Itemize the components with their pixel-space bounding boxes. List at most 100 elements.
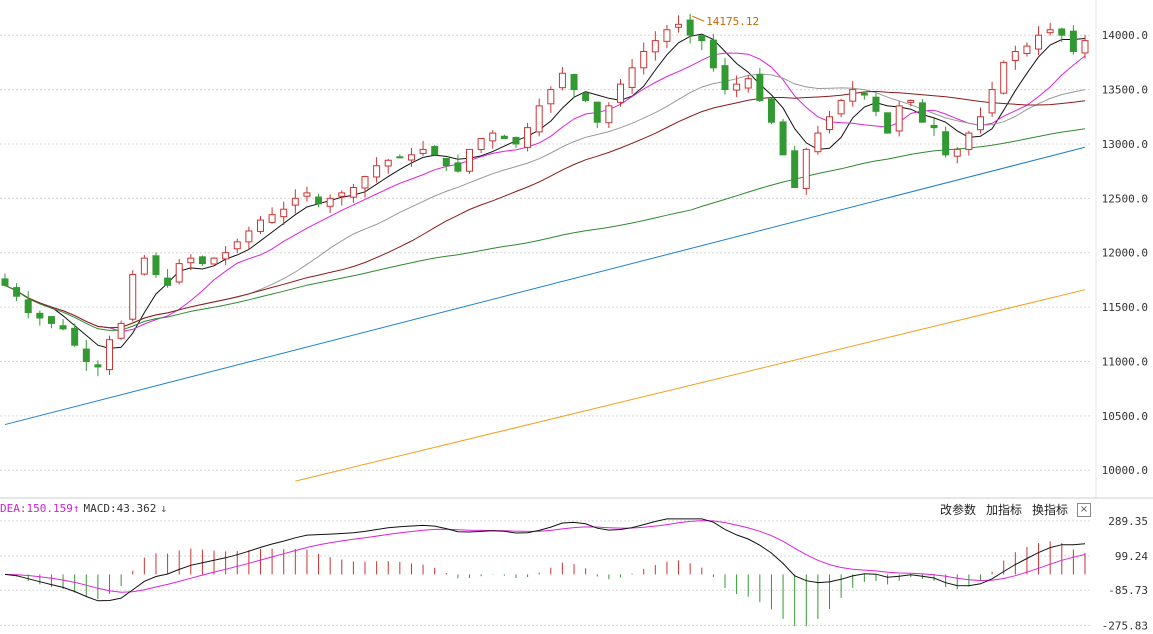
candle-body <box>791 150 799 188</box>
candle-body <box>361 176 369 189</box>
ma-line <box>4 52 1086 333</box>
candle-body <box>884 112 892 134</box>
candle-body <box>349 186 357 198</box>
candle-body <box>59 325 67 330</box>
candle-body <box>454 162 462 172</box>
candle-body <box>547 89 555 105</box>
candle-body <box>1035 34 1043 50</box>
candle-body <box>384 159 392 167</box>
candle-body <box>1069 30 1077 53</box>
candle-body <box>686 19 694 36</box>
candle-body <box>268 214 276 223</box>
candle-body <box>280 208 288 218</box>
candle-body <box>477 138 485 150</box>
candle-body <box>1 278 9 286</box>
price-tick-label: 11000.0 <box>1102 355 1148 368</box>
candle-body <box>1058 28 1066 36</box>
candle-body <box>744 78 752 89</box>
candle-body <box>47 316 55 324</box>
candle-body <box>802 148 810 189</box>
dea-line <box>4 520 1086 593</box>
candle-body <box>640 51 648 69</box>
candle-body <box>256 219 264 232</box>
macd-value: MACD:43.362 <box>83 502 157 515</box>
candle-body <box>187 257 195 264</box>
candle-body <box>512 136 520 145</box>
candle-body <box>953 148 961 157</box>
candle-body <box>373 165 381 178</box>
candle-body <box>535 105 543 133</box>
candle-body <box>767 98 775 123</box>
candle-body <box>1046 29 1054 34</box>
arrow-up-icon: ↑ <box>72 502 80 515</box>
candle-body <box>71 327 79 346</box>
candle-body <box>407 154 415 161</box>
candle-body <box>756 73 764 101</box>
candle-body <box>140 257 148 275</box>
candle-body <box>849 89 857 102</box>
candle-body <box>94 364 102 368</box>
candle-body <box>129 273 137 320</box>
indicator-toolbar: 改参数 加指标 换指标 <box>940 500 1068 520</box>
change-params-button[interactable]: 改参数 <box>940 503 977 517</box>
candle-body <box>315 196 323 205</box>
add-indicator-button[interactable]: 加指标 <box>986 503 1023 517</box>
candle-body <box>570 73 578 91</box>
candle-body <box>326 197 334 207</box>
candle-body <box>895 105 903 132</box>
candle-body <box>942 131 950 156</box>
candle-body <box>303 192 311 197</box>
candle-body <box>965 132 973 150</box>
macd-grid <box>0 520 1090 626</box>
close-indicator-button[interactable]: × <box>1077 503 1091 517</box>
candle-body <box>698 35 706 42</box>
max-price-annotation: 14175.12 <box>691 15 759 28</box>
candle-body <box>779 121 787 156</box>
moving-average-lines <box>4 33 1086 482</box>
candle-body <box>930 124 938 129</box>
macd-histogram <box>16 541 1086 627</box>
candle-body <box>709 39 717 69</box>
candle-body <box>837 99 845 115</box>
switch-indicator-button[interactable]: 换指标 <box>1032 503 1069 517</box>
macd-legend: DEA:150.159↑ MACD:43.362 ↓ <box>0 502 167 515</box>
price-axis: 14000.0 13500.0 13000.0 12500.0 12000.0 11500… <box>1095 0 1148 498</box>
price-tick-label: 10000.0 <box>1102 464 1148 477</box>
candle-body <box>245 230 253 243</box>
macd-lines <box>4 518 1086 602</box>
candle-body <box>814 132 822 153</box>
candle-body <box>419 148 427 154</box>
candle-body <box>1000 61 1008 94</box>
price-tick-label: 11500.0 <box>1102 301 1148 314</box>
candle-body <box>918 102 926 123</box>
candle-body <box>164 277 172 286</box>
ma-line <box>4 90 1086 329</box>
candle-body <box>233 241 241 250</box>
price-tick-label: 14000.0 <box>1102 29 1148 42</box>
ma-line <box>4 33 1086 349</box>
price-tick-label: 13500.0 <box>1102 84 1148 97</box>
candle-body <box>988 89 996 114</box>
candle-body <box>396 156 404 159</box>
candle-body <box>431 146 439 156</box>
candle-body <box>198 256 206 265</box>
candle-body <box>907 99 915 103</box>
macd-tick-label: -275.83 <box>1102 619 1148 632</box>
ma-line <box>295 289 1086 482</box>
arrow-down-icon: ↓ <box>160 502 167 515</box>
main-chart-grid <box>0 34 1090 471</box>
candle-body <box>663 29 671 42</box>
candle-body <box>826 116 834 131</box>
candle-body <box>616 83 624 103</box>
price-tick-label: 13000.0 <box>1102 138 1148 151</box>
price-tick-label: 12000.0 <box>1102 247 1148 260</box>
macd-tick-label: 289.35 <box>1108 515 1148 528</box>
candle-body <box>1081 40 1089 54</box>
candle-body <box>1023 45 1031 54</box>
candle-body <box>442 157 450 167</box>
candle-body <box>222 252 230 260</box>
candle-body <box>733 83 741 91</box>
candle-body <box>524 127 532 148</box>
candle-body <box>210 257 218 265</box>
candle-body <box>675 23 683 28</box>
